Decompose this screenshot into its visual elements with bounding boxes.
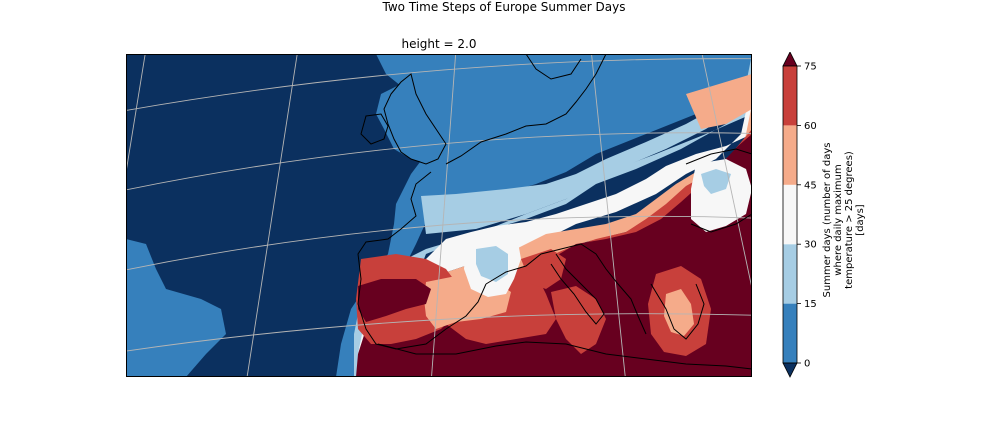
coast-black-sea	[685, 148, 752, 233]
map-region-blue-west	[126, 239, 226, 377]
colorbar-tick-label-15: 15	[804, 299, 817, 310]
colorbar-extend-bottom	[782, 362, 798, 378]
colorbar-label: Summer days (number of days where daily …	[822, 143, 866, 298]
coastlines	[357, 54, 752, 370]
map-region-blue-uk	[376, 84, 446, 164]
colorbar-tick-label-30: 30	[804, 240, 817, 251]
map-region-ne-salmon	[686, 74, 752, 129]
graticule-meridian-1	[126, 54, 146, 176]
graticule	[126, 54, 752, 377]
coast-france-iberia	[357, 171, 487, 350]
coast-italy	[550, 253, 605, 325]
coast-med-north	[485, 243, 647, 335]
map-region-blue-scand	[516, 54, 596, 89]
map-region-aegean-salmon	[664, 289, 694, 336]
coast-africa	[377, 341, 752, 370]
map-border	[126, 54, 752, 377]
colorbar-label-line-2: where daily maximum	[833, 164, 844, 275]
coast-ireland	[360, 113, 389, 145]
colorbar-tick-label-75: 75	[804, 62, 817, 73]
colorbar-bin-15-30	[783, 244, 797, 304]
colorbar-label-line-1: Summer days (number of days	[822, 143, 833, 298]
map-region-lightblue-2	[421, 54, 752, 234]
map-region-balkan-red	[551, 286, 606, 354]
figure-title: Two Time Steps of Europe Summer Days	[382, 0, 626, 14]
graticule-parallel-1	[126, 313, 752, 352]
graticule-meridian-3	[431, 54, 457, 377]
map-region-iberia-darkred	[358, 279, 431, 322]
subplot-title: height = 2.0	[401, 37, 477, 51]
colorbar-tick-label-60: 60	[804, 121, 817, 132]
graticule-meridian-2	[246, 54, 298, 377]
colorbar-label-line-4: [days]	[855, 204, 866, 236]
colorbar-bins	[783, 66, 797, 363]
coast-aegean	[650, 283, 705, 340]
colorbar-tick-label-0: 0	[804, 359, 810, 370]
map-region-salmon	[374, 104, 752, 377]
colorbar-outline	[782, 65, 798, 364]
graticule-parallel-2	[126, 215, 752, 271]
colorbar-tick-label-45: 45	[804, 180, 817, 191]
colorbar-extend-top	[782, 52, 798, 67]
map-region-italy-red	[521, 249, 566, 289]
graticule-meridian-5	[701, 54, 752, 291]
graticule-parallel-4	[126, 58, 752, 111]
coast-britain	[383, 73, 447, 165]
map-region-white	[358, 84, 752, 377]
coast-continent	[445, 54, 607, 165]
graticule-parallel-3	[126, 132, 752, 191]
summer-days-map	[126, 54, 752, 377]
graticule-meridian-4	[591, 54, 626, 377]
map-region-turkey-lightblue	[701, 169, 731, 194]
colorbar-bin-0-15	[783, 303, 797, 363]
colorbar-bin-60-75	[783, 66, 797, 126]
coast-scandinavia	[525, 54, 582, 80]
colorbar-bin-45-60	[783, 125, 797, 185]
colorbar-bin-30-45	[783, 184, 797, 245]
colorbar: 0 15 30 45 60 75	[782, 52, 817, 378]
colorbar-ticks: 0 15 30 45 60 75	[797, 62, 817, 370]
map-region-alps-lightblue	[476, 246, 508, 282]
colorbar-label-line-3: temperature > 25 degrees)	[844, 151, 855, 289]
